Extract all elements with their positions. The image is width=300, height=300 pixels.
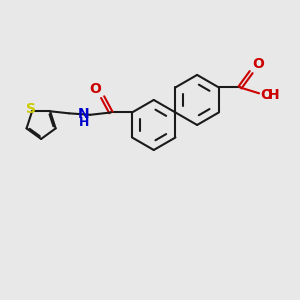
Text: O: O — [252, 57, 264, 70]
Text: O: O — [90, 82, 101, 96]
Text: N: N — [77, 107, 89, 121]
Text: H: H — [267, 88, 279, 102]
Text: H: H — [79, 116, 89, 129]
Text: S: S — [26, 102, 36, 116]
Text: O: O — [261, 88, 272, 102]
